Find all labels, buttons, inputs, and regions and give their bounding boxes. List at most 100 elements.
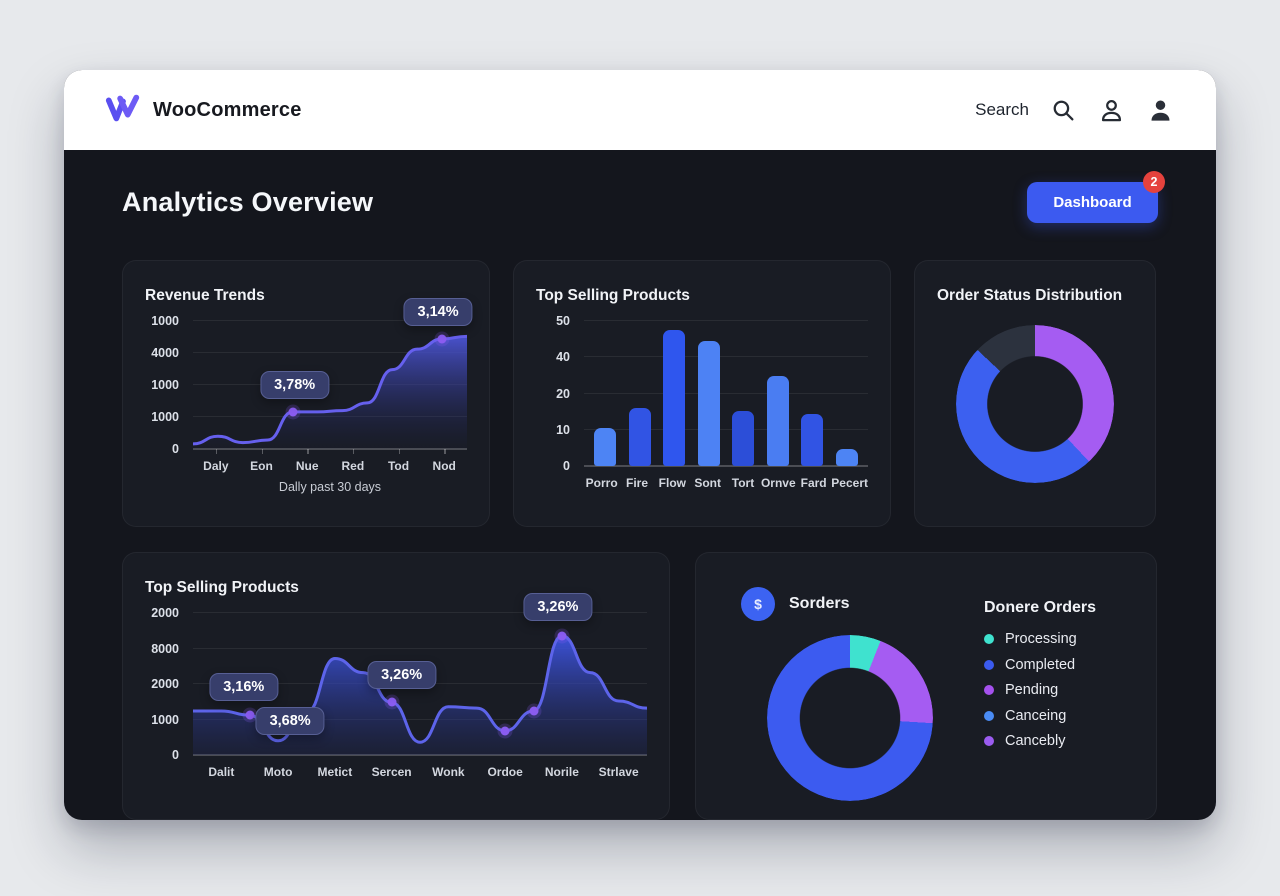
bar[interactable] <box>835 448 858 466</box>
bar-row <box>584 321 868 466</box>
legend-item[interactable]: Canceing <box>984 708 1096 724</box>
x-axis-label: Daly <box>193 449 239 473</box>
legend-item[interactable]: Processing <box>984 631 1096 647</box>
x-axis-label: Strlave <box>598 765 639 779</box>
gridline <box>584 465 868 467</box>
orders-label: Sorders <box>789 595 850 612</box>
bar[interactable] <box>697 341 720 466</box>
y-axis-tick: 0 <box>172 442 179 456</box>
bar[interactable] <box>732 410 755 466</box>
search-label[interactable]: Search <box>975 100 1029 119</box>
revenue-trends-card: Revenue Trends 1000 4000 1000 1000 0 3,78% 3,… <box>122 260 490 527</box>
legend-color-dot <box>984 685 994 695</box>
x-axis-label: Ornve <box>760 476 796 490</box>
y-axis-tick: 1000 <box>151 378 179 392</box>
cards-row-2: Top Selling Products 2000 8000 2000 1000 0 3… <box>122 552 1158 820</box>
dashboard-button[interactable]: Dashboard <box>1027 181 1158 223</box>
bar-cell <box>692 321 727 466</box>
data-point-dot <box>557 631 567 641</box>
title-row: Analytics Overview Dashboard 2 <box>122 170 1165 224</box>
x-axis-label: Nue <box>284 449 330 473</box>
data-point-dot <box>500 726 510 736</box>
top-products-area-card: Top Selling Products 2000 8000 2000 1000 0 3… <box>122 552 670 820</box>
bar[interactable] <box>801 413 824 466</box>
brand-name: WooCommerce <box>153 98 302 121</box>
currency-circle-icon: $ <box>741 587 775 621</box>
bar-cell <box>761 321 796 466</box>
y-axis-tick: 4000 <box>151 346 179 360</box>
y-axis-tick: 2000 <box>151 677 179 691</box>
notification-badge: 2 <box>1143 170 1165 193</box>
y-axis-tick: 0 <box>563 459 570 473</box>
x-axis-label: Wonk <box>432 765 465 779</box>
gridline <box>584 356 868 358</box>
bar-chart-plot[interactable] <box>584 320 868 467</box>
woocommerce-logo-icon <box>104 93 142 128</box>
gridline <box>193 612 647 613</box>
bar[interactable] <box>766 376 789 466</box>
x-axis-label: Metict <box>317 765 353 779</box>
top-products-bar-chart: 50 40 20 10 0 <box>536 314 868 473</box>
chart-tooltip: 3,26% <box>367 661 437 690</box>
x-axis: Dalit Moto Metict Sercen Wonk Ordoe Norile Strl… <box>193 765 647 779</box>
y-axis-tick: 8000 <box>151 641 179 656</box>
card-title: Top Selling Products <box>145 579 299 596</box>
orders-legend: Donere Orders Processing Completed Pendi… <box>984 599 1096 759</box>
app-header: WooCommerce Search <box>64 70 1216 150</box>
y-axis-tick: 1000 <box>151 314 179 328</box>
y-axis-tick: 1000 <box>151 712 179 727</box>
legend-item[interactable]: Pending <box>984 682 1096 698</box>
gridline <box>193 754 647 756</box>
y-axis-tick: 2000 <box>151 606 179 620</box>
bar-cell <box>726 321 761 466</box>
bar[interactable] <box>663 329 686 466</box>
legend-label: Completed <box>1005 656 1076 673</box>
y-axis-tick: 1000 <box>151 410 179 424</box>
x-axis-label: Tort <box>731 476 755 490</box>
orders-donut[interactable] <box>767 635 933 801</box>
legend-item[interactable]: Completed <box>984 657 1096 673</box>
chart-tooltip: 3,68% <box>255 706 325 735</box>
legend-color-dot <box>984 634 994 644</box>
x-axis-label: Sont <box>694 476 721 490</box>
data-point-dot <box>387 697 397 707</box>
card-title: Order Status Distribution <box>937 287 1123 304</box>
x-axis: Daly Eon Nue Red Tod Nod <box>193 449 467 473</box>
gridline <box>193 384 467 385</box>
gridline <box>193 320 467 321</box>
legend-items: Processing Completed Pending Canceing Ca… <box>984 631 1096 749</box>
user-filled-icon[interactable] <box>1147 97 1174 124</box>
user-outline-icon[interactable] <box>1098 97 1125 124</box>
x-axis-label: Moto <box>263 765 293 779</box>
bar[interactable] <box>628 408 651 466</box>
y-axis: 1000 4000 1000 1000 0 <box>145 314 185 456</box>
bar[interactable] <box>594 428 617 466</box>
data-point-dot <box>437 334 447 344</box>
legend-label: Cancebly <box>1005 733 1066 749</box>
header-actions: Search <box>975 97 1174 124</box>
area-chart-plot[interactable]: 3,16% 3,68% 3,26% 3,26% <box>193 592 647 756</box>
x-axis-label: Eon <box>239 449 285 473</box>
chart-caption: Dally past 30 days <box>278 480 382 494</box>
line-chart-plot[interactable]: 3,78% 3,14% <box>193 297 473 450</box>
chart-tooltip: 3,16% <box>209 673 279 702</box>
x-axis-label: Flow <box>658 476 686 490</box>
legend-color-dot <box>984 659 994 670</box>
gridline <box>584 320 868 321</box>
x-axis-label: Fire <box>625 476 648 490</box>
order-status-donut[interactable] <box>956 325 1114 483</box>
order-status-card: Order Status Distribution <box>914 260 1156 527</box>
x-axis-label: Nod <box>421 449 467 473</box>
cards-row-1: Revenue Trends 1000 4000 1000 1000 0 3,78% 3,… <box>122 260 1158 527</box>
chart-tooltip: 3,26% <box>523 592 593 621</box>
page-title: Analytics Overview <box>122 186 374 217</box>
y-axis: 2000 8000 2000 1000 0 <box>145 606 185 762</box>
x-axis-label: Red <box>330 449 376 473</box>
legend-item[interactable]: Cancebly <box>984 733 1096 749</box>
orders-donut-card: $ Sorders Donere Orders Processing Compl… <box>695 552 1157 820</box>
legend-color-dot <box>984 710 994 721</box>
brand-logo-link[interactable]: WooCommerce <box>104 93 302 128</box>
search-icon[interactable] <box>1051 98 1076 123</box>
top-products-area-chart: 2000 8000 2000 1000 0 3,16% 3,68% 3,26% 3,26% <box>145 592 647 762</box>
dashboard-body: Analytics Overview Dashboard 2 Revenue T… <box>64 170 1216 820</box>
